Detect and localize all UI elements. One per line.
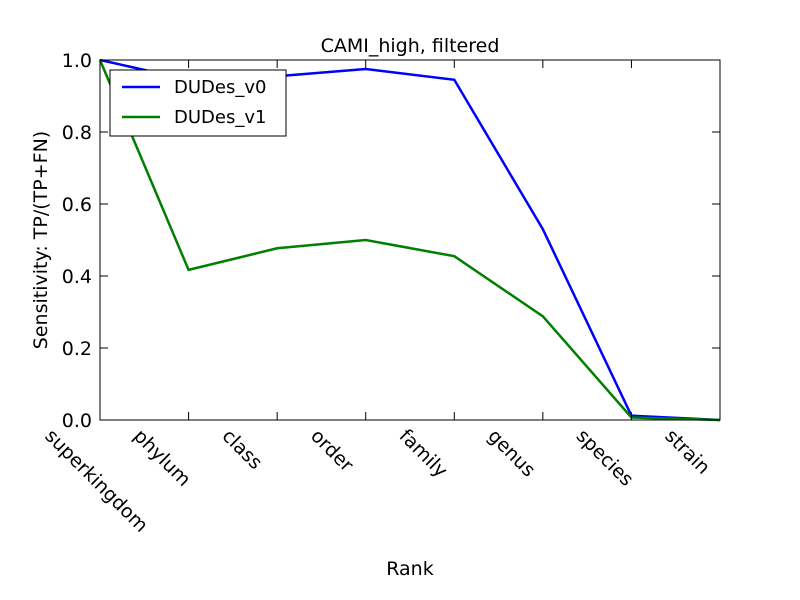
x-tick-label: order bbox=[306, 425, 358, 477]
x-tick-label: phylum bbox=[129, 425, 195, 491]
y-axis: 0.0 0.2 0.4 0.6 0.8 1.0 bbox=[62, 50, 720, 432]
legend-box bbox=[109, 69, 287, 137]
legend-label-1: DUDes_v1 bbox=[174, 107, 266, 128]
y-tick-label: 0.6 bbox=[62, 194, 92, 216]
legend-label-0: DUDes_v0 bbox=[174, 77, 266, 98]
plot-frame bbox=[99, 59, 721, 421]
y-tick-label: 0.0 bbox=[62, 410, 92, 432]
x-tick-label: species bbox=[572, 425, 638, 491]
x-tick-label: genus bbox=[483, 425, 539, 481]
y-tick-label: 0.2 bbox=[62, 338, 92, 360]
y-axis-title: Sensitivity: TP/(TP+FN) bbox=[30, 131, 52, 349]
x-tick-label: strain bbox=[660, 425, 714, 479]
x-axis-title: Rank bbox=[386, 558, 433, 580]
x-tick-label: class bbox=[218, 425, 267, 474]
y-tick-label: 1.0 bbox=[62, 50, 92, 72]
y-tick-label: 0.4 bbox=[62, 266, 92, 288]
chart-title: CAMI_high, filtered bbox=[321, 35, 500, 57]
series-line-1 bbox=[98, 59, 721, 422]
y-tick-label: 0.8 bbox=[62, 122, 92, 144]
legend: DUDes_v0 DUDes_v1 bbox=[109, 69, 287, 137]
x-tick-label: family bbox=[395, 425, 452, 482]
